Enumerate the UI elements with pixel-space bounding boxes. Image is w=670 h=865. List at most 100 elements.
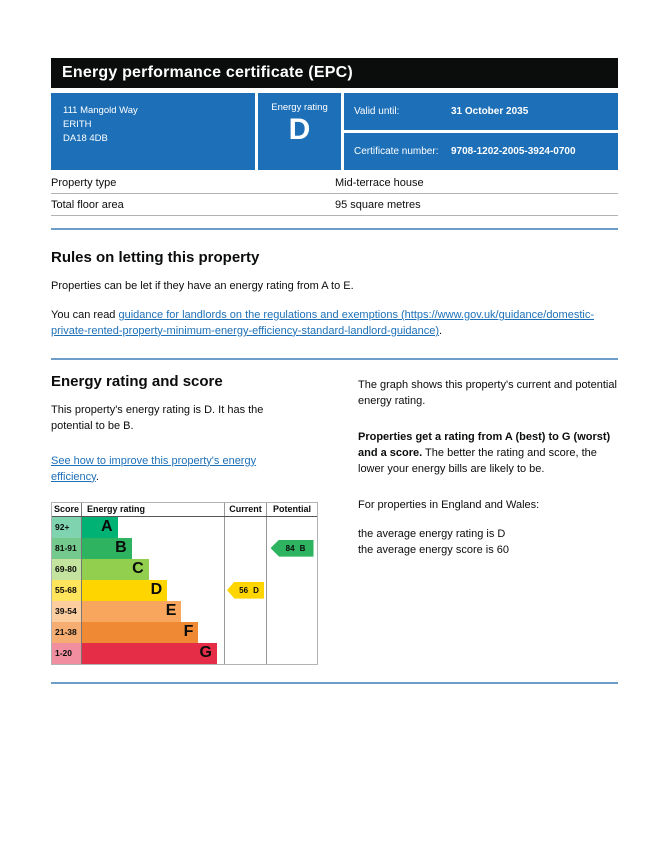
valid-until-row: Valid until: 31 October 2035 <box>344 93 618 130</box>
rating-bar-c: C <box>82 558 149 580</box>
score-column-header: Score <box>52 502 82 516</box>
epc-band-row-a: 92+ A <box>52 516 317 538</box>
england-wales-paragraph: For properties in England and Wales: <box>358 498 540 511</box>
guidance-suffix: . <box>439 324 443 337</box>
valid-until-label: Valid until: <box>354 106 400 117</box>
rating-left-column: Energy rating and score This property's … <box>51 373 318 665</box>
rating-letter: D <box>150 581 163 599</box>
certificate-number-row: Certificate number: 9708-1202-2005-3924-… <box>344 133 618 170</box>
rules-paragraph: Properties can be let if they have an en… <box>51 280 354 292</box>
rules-guidance-paragraph: You can read guidance for landlords on t… <box>51 308 618 340</box>
rating-letter: G <box>199 644 212 662</box>
improve-paragraph: See how to improve this property's energ… <box>51 454 283 486</box>
floor-area-value: 95 square metres <box>335 198 421 211</box>
certificate-header: 111 Mangold Way ERITH DA18 4DB Energy ra… <box>51 93 618 170</box>
rating-bar-cell: C <box>82 558 225 580</box>
potential-column-header: Potential <box>272 504 311 515</box>
energy-rating-box: Energy rating D <box>258 93 341 170</box>
chart-header-row: Score Energy rating Current Potential <box>52 502 317 517</box>
potential-cell <box>267 517 317 538</box>
table-row: Property type Mid-terrace house <box>51 172 618 194</box>
rating-letter: C <box>132 560 144 578</box>
graph-description-paragraph: The graph shows this property's current … <box>358 378 617 407</box>
table-row: Total floor area 95 square metres <box>51 194 618 216</box>
certificate-number-value: 9708-1202-2005-3924-0700 <box>451 146 576 157</box>
rating-letter: B <box>115 539 127 557</box>
potential-cell <box>267 622 317 643</box>
address-line-3: DA18 4DB <box>63 132 108 144</box>
address-line-2: ERITH <box>63 118 92 130</box>
score-range-label: 55-68 <box>52 579 82 601</box>
valid-until-value: 31 October 2035 <box>451 106 529 117</box>
score-range-label: 21-38 <box>52 621 82 643</box>
property-type-value: Mid-terrace house <box>335 176 424 189</box>
current-column-header: Current <box>225 502 267 516</box>
section-divider <box>51 681 618 684</box>
current-cell <box>225 621 267 643</box>
potential-cell: 84 B <box>267 538 317 559</box>
rating-heading: Energy rating and score <box>51 372 223 390</box>
rating-bar-cell: E <box>82 600 225 622</box>
epc-band-row-d: 55-68 D 56 D <box>52 579 317 601</box>
rating-bar-cell: G <box>82 642 225 664</box>
rating-explanation-rest: The better the rating and score, the low… <box>358 446 597 475</box>
potential-cell <box>267 559 317 580</box>
epc-document: Energy performance certificate (EPC) 111… <box>51 58 618 684</box>
rating-bar-a: A <box>82 516 118 538</box>
section-divider <box>51 357 618 360</box>
rating-bar-cell: D <box>82 579 225 601</box>
document-title: Energy performance certificate (EPC) <box>62 64 353 81</box>
epc-band-row-g: 1-20 G <box>52 642 317 664</box>
property-address: 111 Mangold Way ERITH DA18 4DB <box>51 93 255 170</box>
certificate-number-label: Certificate number: <box>354 146 439 157</box>
guidance-prefix: You can read <box>51 308 119 321</box>
improve-efficiency-link[interactable]: See how to improve this property's energ… <box>51 454 257 483</box>
rating-bar-f: F <box>82 621 199 643</box>
improve-suffix: . <box>95 470 99 483</box>
epc-band-row-f: 21-38 F <box>52 621 317 643</box>
rating-bar-e: E <box>82 600 182 622</box>
score-range-label: 92+ <box>52 516 82 538</box>
rating-bar-cell: B <box>82 537 225 559</box>
rating-bar-g: G <box>82 642 217 664</box>
current-cell <box>225 558 267 580</box>
property-summary-list: Property type Mid-terrace house Total fl… <box>51 172 618 216</box>
epc-rating-chart: Score Energy rating Current Potential 92… <box>51 501 318 665</box>
potential-cell <box>267 601 317 622</box>
epc-band-row-e: 39-54 E <box>52 600 317 622</box>
current-cell <box>225 600 267 622</box>
score-range-label: 1-20 <box>52 642 82 664</box>
landlord-guidance-link[interactable]: guidance for landlords on the regulation… <box>51 308 594 337</box>
potential-letter: B <box>299 543 306 553</box>
rating-letter: E <box>165 602 177 620</box>
floor-area-label: Total floor area <box>51 198 124 211</box>
rating-bar-b: B <box>82 537 132 559</box>
rating-explanation-bold: Properties get a rating from A (best) to… <box>358 430 611 459</box>
energy-rating-value: D <box>288 113 311 146</box>
validity-box: Valid until: 31 October 2035 Certificate… <box>344 93 618 170</box>
rating-bar-cell: A <box>82 516 225 538</box>
property-type-label: Property type <box>51 176 117 189</box>
score-range-label: 69-80 <box>52 558 82 580</box>
potential-rating-marker: 84 B <box>270 539 314 557</box>
energy-rating-label: Energy rating <box>271 102 328 113</box>
epc-band-row-b: 81-91 B 84 B <box>52 537 317 559</box>
current-cell <box>225 642 267 664</box>
average-score-line: the average energy score is 60 <box>358 544 510 557</box>
current-score: 56 <box>239 585 249 595</box>
rating-explanation-paragraph: Properties get a rating from A (best) to… <box>358 430 618 478</box>
rating-bar-d: D <box>82 579 168 601</box>
energy-rating-column-header: Energy rating <box>82 502 225 516</box>
section-divider <box>51 228 618 230</box>
epc-band-row-c: 69-80 C <box>52 558 317 580</box>
rating-right-column: The graph shows this property's current … <box>358 373 618 665</box>
potential-cell <box>267 643 317 664</box>
rating-section: Energy rating and score This property's … <box>51 373 618 665</box>
score-range-label: 39-54 <box>52 600 82 622</box>
rating-letter: A <box>100 518 113 536</box>
current-rating-marker: 56 D <box>227 581 264 599</box>
current-cell <box>225 537 267 559</box>
address-line-1: 111 Mangold Way <box>63 105 138 116</box>
rules-heading: Rules on letting this property <box>51 249 260 266</box>
average-stats: the average energy rating is D the avera… <box>358 527 618 559</box>
